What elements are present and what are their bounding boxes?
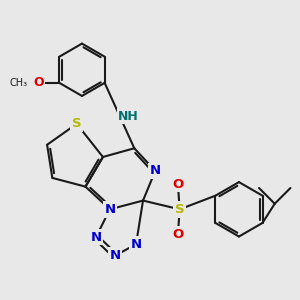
Text: N: N (130, 238, 142, 251)
Text: NH: NH (118, 110, 139, 122)
Text: S: S (175, 203, 184, 216)
Text: CH₃: CH₃ (9, 78, 27, 88)
Text: N: N (104, 203, 116, 216)
Text: S: S (72, 117, 82, 130)
Text: O: O (172, 228, 184, 241)
Text: N: N (90, 231, 101, 244)
Text: N: N (110, 249, 121, 262)
Text: N: N (150, 164, 161, 177)
Text: O: O (33, 76, 44, 89)
Text: O: O (172, 178, 184, 191)
